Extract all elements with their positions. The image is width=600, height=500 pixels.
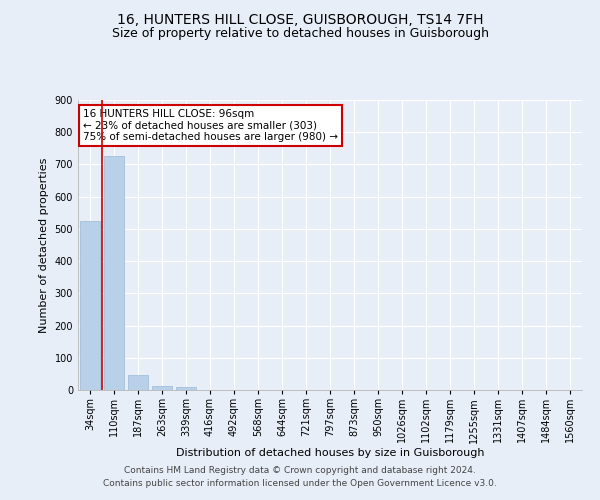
Bar [152, 386, 172, 390]
Text: 16 HUNTERS HILL CLOSE: 96sqm
← 23% of detached houses are smaller (303)
75% of s: 16 HUNTERS HILL CLOSE: 96sqm ← 23% of de… [83, 108, 338, 142]
X-axis label: Distribution of detached houses by size in Guisborough: Distribution of detached houses by size … [176, 448, 484, 458]
Bar [80, 221, 100, 390]
Bar [104, 156, 124, 390]
Text: 16, HUNTERS HILL CLOSE, GUISBOROUGH, TS14 7FH: 16, HUNTERS HILL CLOSE, GUISBOROUGH, TS1… [117, 12, 483, 26]
Y-axis label: Number of detached properties: Number of detached properties [39, 158, 49, 332]
Text: Contains HM Land Registry data © Crown copyright and database right 2024.
Contai: Contains HM Land Registry data © Crown c… [103, 466, 497, 487]
Bar [128, 374, 148, 390]
Bar [176, 387, 196, 390]
Text: Size of property relative to detached houses in Guisborough: Size of property relative to detached ho… [112, 28, 488, 40]
